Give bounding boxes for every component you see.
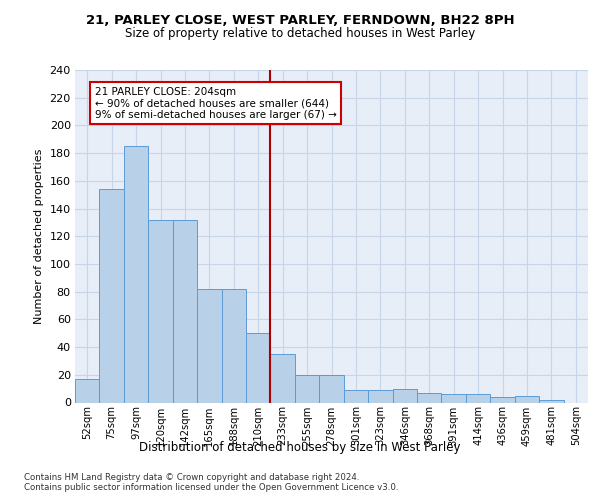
Text: Distribution of detached houses by size in West Parley: Distribution of detached houses by size … [139,442,461,454]
Bar [368,390,392,402]
Bar [100,189,124,402]
Bar [490,397,515,402]
Bar [271,354,295,403]
Bar [173,220,197,402]
Bar [466,394,490,402]
Bar [148,220,173,402]
Bar [344,390,368,402]
Bar [197,289,221,403]
Bar [392,388,417,402]
Bar [319,375,344,402]
Text: Contains HM Land Registry data © Crown copyright and database right 2024.
Contai: Contains HM Land Registry data © Crown c… [24,472,398,492]
Text: Size of property relative to detached houses in West Parley: Size of property relative to detached ho… [125,28,475,40]
Text: 21, PARLEY CLOSE, WEST PARLEY, FERNDOWN, BH22 8PH: 21, PARLEY CLOSE, WEST PARLEY, FERNDOWN,… [86,14,514,27]
Bar [442,394,466,402]
Bar [246,333,271,402]
Bar [539,400,563,402]
Text: 21 PARLEY CLOSE: 204sqm
← 90% of detached houses are smaller (644)
9% of semi-de: 21 PARLEY CLOSE: 204sqm ← 90% of detache… [95,86,337,120]
Bar [124,146,148,403]
Bar [75,379,100,402]
Bar [295,375,319,402]
Bar [221,289,246,403]
Bar [417,393,442,402]
Bar [515,396,539,402]
Y-axis label: Number of detached properties: Number of detached properties [34,148,44,324]
